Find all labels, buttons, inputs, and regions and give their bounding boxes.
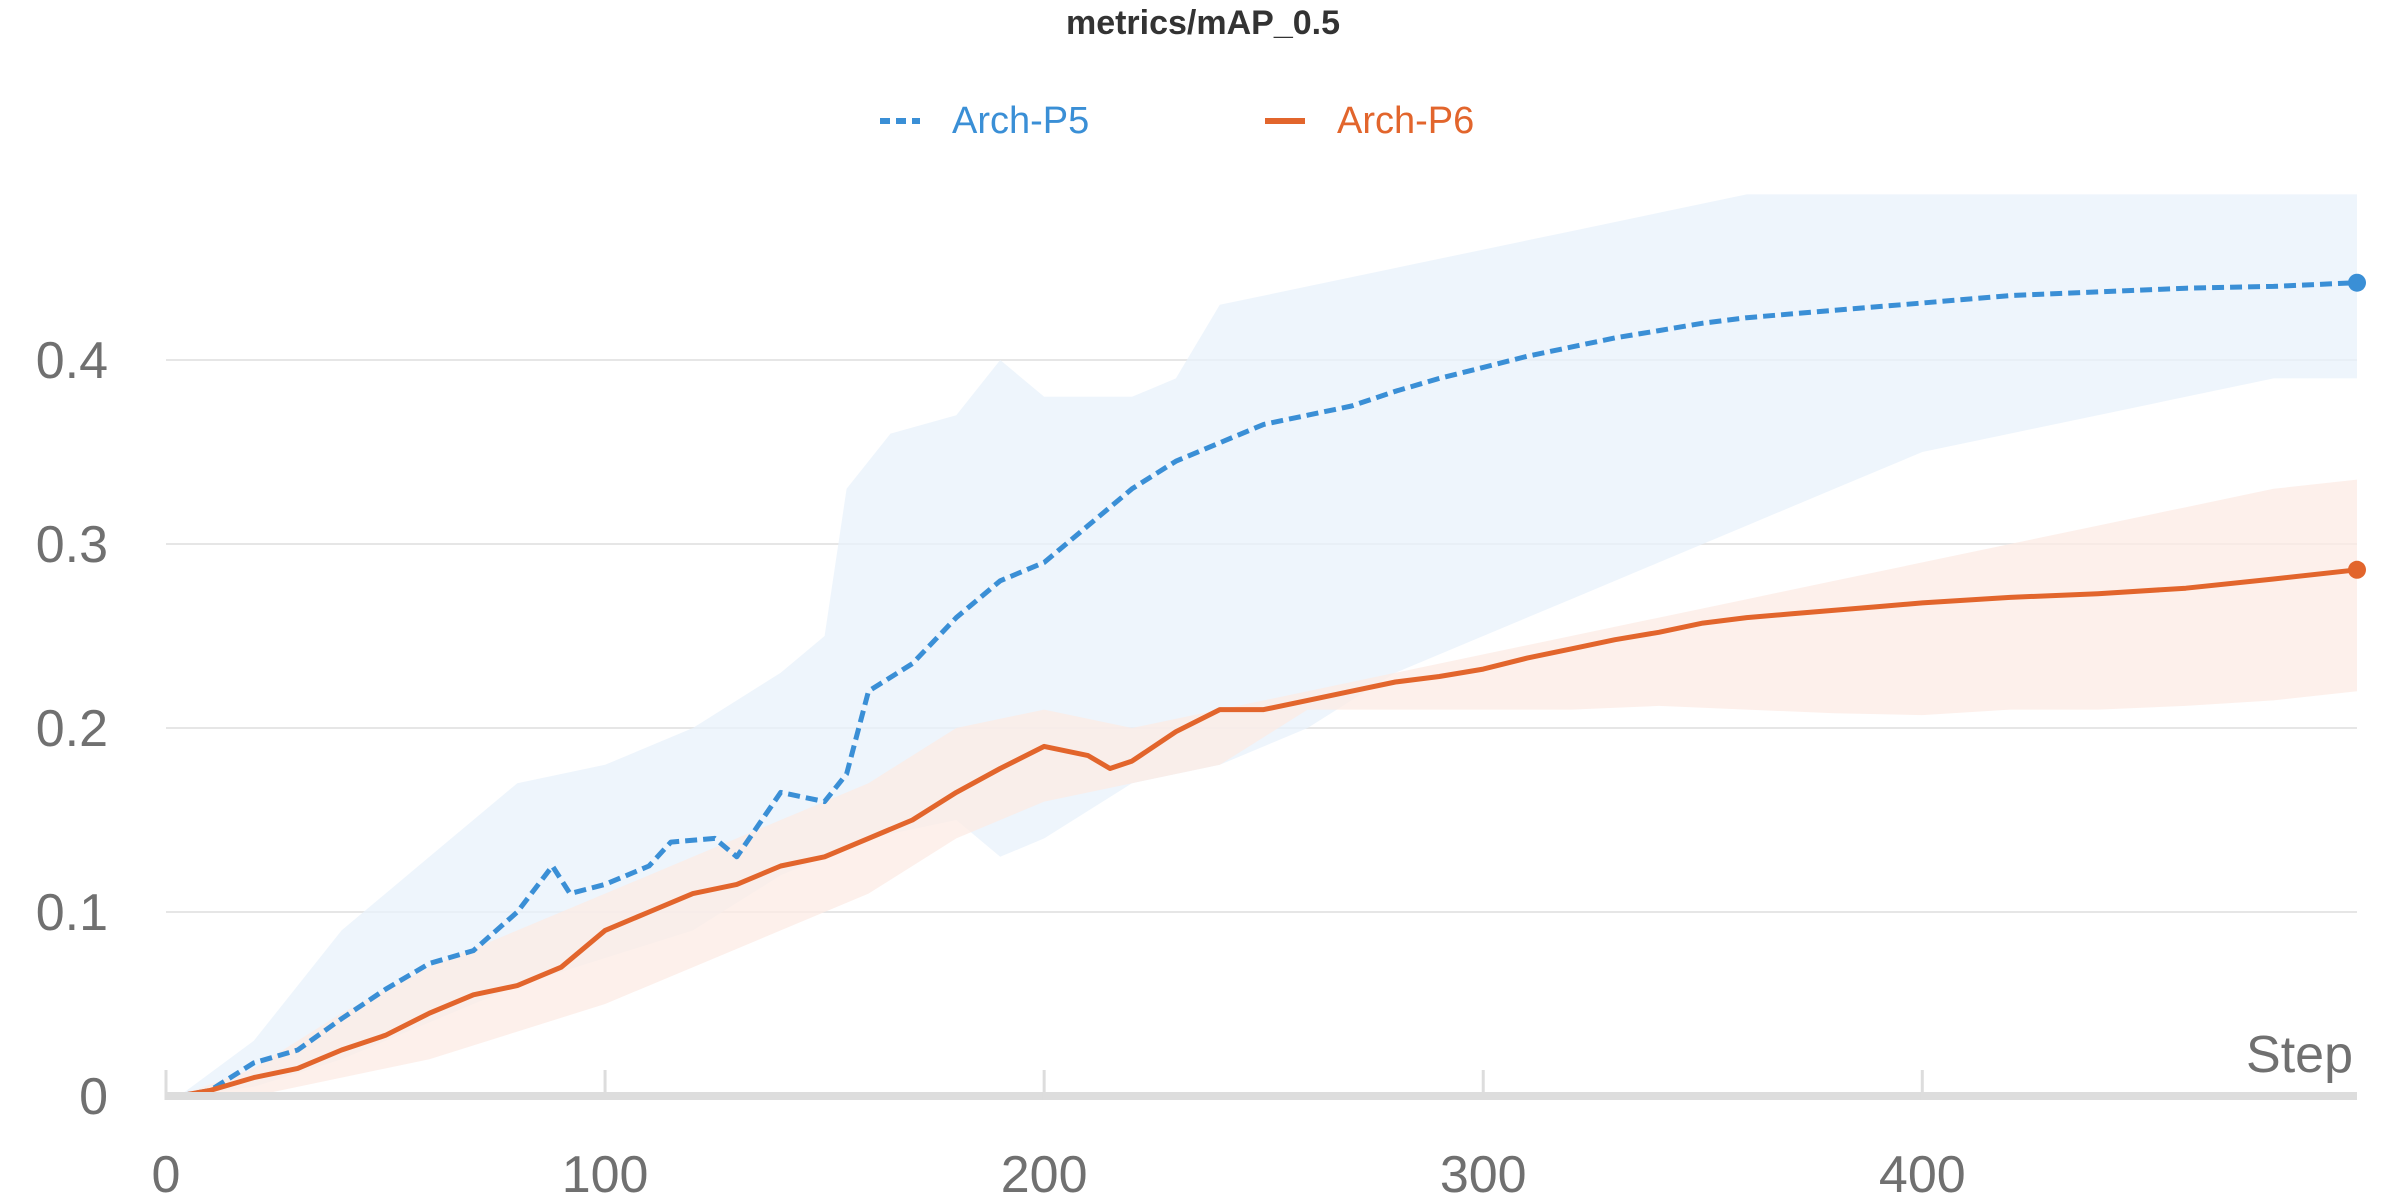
legend-item-arch-p6[interactable]: Arch-P6 — [1265, 100, 1474, 142]
x-tick-label-0: 0 — [152, 1146, 181, 1200]
end-marker-arch-p5[interactable] — [2348, 273, 2366, 292]
y-tick-label-0: 0 — [79, 1068, 108, 1126]
legend-item-arch-p5[interactable]: Arch-P5 — [880, 100, 1089, 142]
x-tick-label-1: 100 — [562, 1146, 649, 1200]
end-marker-arch-p6[interactable] — [2348, 560, 2366, 579]
confidence-bands — [179, 194, 2358, 1097]
x-tick-label-3: 300 — [1440, 1146, 1527, 1200]
x-tick-label-2: 200 — [1001, 1146, 1088, 1200]
chart-title: metrics/mAP_0.5 — [1066, 4, 1340, 42]
end-markers — [2348, 273, 2366, 579]
series-line-arch-p5[interactable] — [178, 280, 2358, 1099]
axes — [164, 1070, 2357, 1100]
y-tick-label-2: 0.2 — [36, 700, 108, 758]
legend-label-arch-p5: Arch-P5 — [952, 100, 1089, 142]
series-line-arch-p6[interactable] — [178, 567, 2358, 1099]
legend-label-arch-p6: Arch-P6 — [1337, 100, 1474, 142]
series-lines — [178, 280, 2358, 1099]
tick-labels: 0 100 200 300 400 0 0.1 0.2 0.3 0.4 — [36, 332, 1966, 1200]
band-arch-p6 — [179, 479, 2358, 1097]
x-tick-label-4: 400 — [1879, 1146, 1966, 1200]
y-tick-label-1: 0.1 — [36, 884, 108, 942]
y-tick-label-3: 0.3 — [36, 516, 108, 574]
x-axis-label: Step — [2246, 1026, 2353, 1084]
y-tick-label-4: 0.4 — [36, 332, 108, 390]
legend[interactable]: Arch-P5 Arch-P6 — [880, 100, 1474, 142]
